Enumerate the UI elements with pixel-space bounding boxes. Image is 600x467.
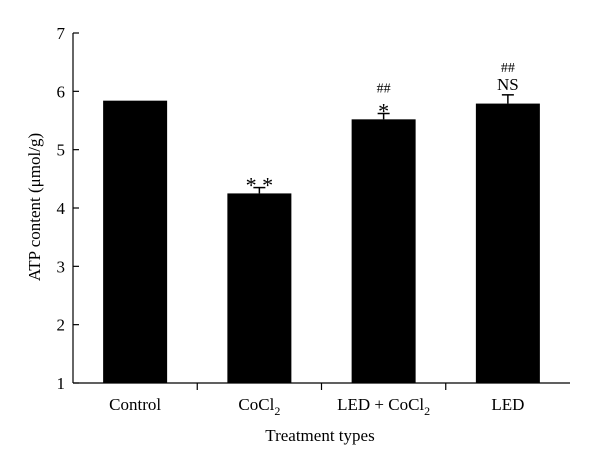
x-category-label: CoCl2	[238, 395, 280, 418]
x-category-label: Control	[109, 395, 161, 414]
y-ticks: 1 2 3 4 5 6 7	[57, 24, 79, 393]
x-axis-title: Treatment types	[265, 426, 374, 445]
y-tick-label: 5	[57, 141, 66, 160]
y-tick-label: 1	[57, 374, 66, 393]
significance-label: NS	[497, 75, 519, 94]
significance-label: *	[378, 99, 389, 124]
y-tick-label: 4	[57, 199, 66, 218]
x-category-label: LED + CoCl2	[337, 395, 430, 418]
y-tick-label: 7	[57, 24, 66, 43]
x-categories: Control CoCl2 LED + CoCl2 LED	[109, 395, 524, 418]
annotations: * **## NS##	[246, 61, 519, 198]
y-tick-label: 6	[57, 82, 66, 101]
bar	[351, 119, 416, 383]
significance-label: ##	[501, 61, 515, 76]
bar	[227, 193, 292, 383]
bar	[475, 103, 540, 383]
error-bars	[253, 94, 514, 194]
bars	[103, 100, 540, 384]
significance-label: ##	[377, 82, 391, 97]
y-tick-label: 2	[57, 316, 66, 335]
x-category-label: LED	[491, 395, 524, 414]
significance-label: * *	[246, 173, 274, 198]
bar	[103, 100, 168, 384]
y-axis-title: ATP content (μmol/g)	[25, 133, 44, 281]
y-tick-label: 3	[57, 257, 66, 276]
